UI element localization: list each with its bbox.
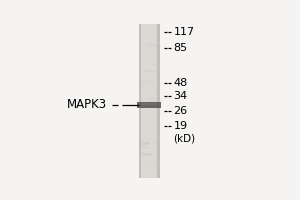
Text: (kD): (kD) xyxy=(173,134,196,144)
Bar xyxy=(151,98,167,99)
Bar xyxy=(139,24,160,178)
Bar xyxy=(140,143,148,145)
Text: 19: 19 xyxy=(173,121,188,131)
Bar xyxy=(140,147,148,149)
Bar xyxy=(146,44,161,47)
Bar xyxy=(145,142,149,144)
Bar xyxy=(139,24,141,178)
Bar xyxy=(145,42,160,45)
Bar xyxy=(149,98,155,100)
Bar xyxy=(157,24,160,178)
Text: 26: 26 xyxy=(173,106,188,116)
Bar xyxy=(144,113,162,114)
Bar xyxy=(145,68,149,69)
Bar xyxy=(152,64,158,65)
Bar xyxy=(143,24,155,178)
Bar xyxy=(137,102,161,108)
Bar xyxy=(144,103,162,104)
Bar xyxy=(148,102,156,104)
Bar xyxy=(146,142,161,144)
Bar xyxy=(146,62,158,64)
Bar xyxy=(146,96,152,98)
Bar xyxy=(146,100,164,102)
Bar xyxy=(153,92,169,93)
Bar xyxy=(142,153,152,154)
Text: 85: 85 xyxy=(173,43,188,53)
Bar xyxy=(140,81,152,82)
Bar xyxy=(153,87,160,89)
Text: 117: 117 xyxy=(173,27,195,37)
Bar xyxy=(142,80,158,82)
Bar xyxy=(144,70,158,72)
Bar xyxy=(148,164,160,165)
Text: MAPK3: MAPK3 xyxy=(67,98,107,111)
Bar xyxy=(146,163,162,165)
Bar xyxy=(142,153,152,156)
Text: 34: 34 xyxy=(173,91,188,101)
Text: 48: 48 xyxy=(173,78,188,88)
Bar xyxy=(141,103,158,105)
